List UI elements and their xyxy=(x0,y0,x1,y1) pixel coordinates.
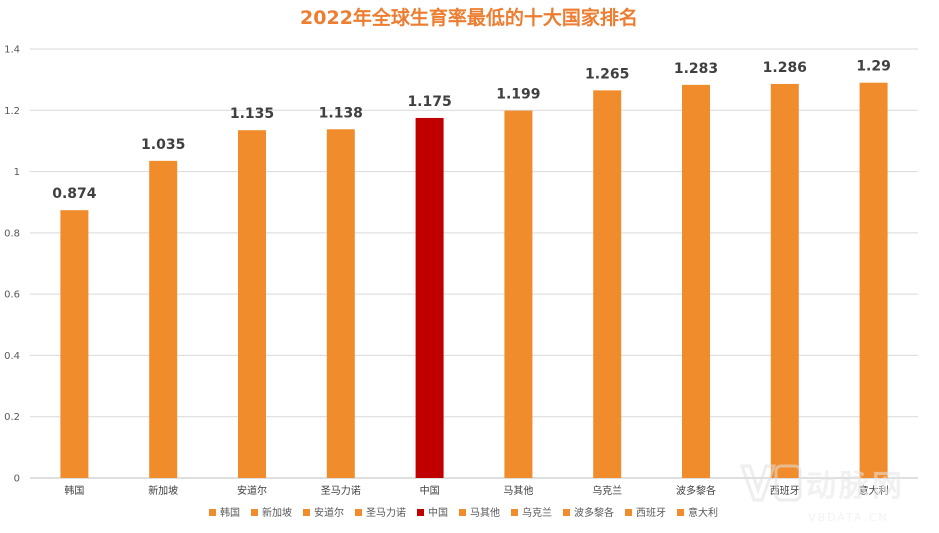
data-label: 1.199 xyxy=(496,87,540,103)
y-tick-label: 0.2 xyxy=(4,412,20,423)
bar xyxy=(682,84,710,478)
legend-entry: 新加坡 xyxy=(262,506,292,519)
x-tick-label: 安道尔 xyxy=(237,484,267,497)
bar xyxy=(326,129,355,478)
bar xyxy=(770,83,799,478)
data-label: 1.135 xyxy=(230,106,274,122)
legend-swatch xyxy=(303,509,310,516)
y-tick-label: 0.4 xyxy=(4,351,20,362)
x-axis: 韩国 新加坡 安道尔 圣马力诺 中国 马其他 乌克兰 波多黎各 西班牙 意大利 xyxy=(64,484,888,497)
legend-entry: 圣马力诺 xyxy=(366,506,406,519)
data-labels: 0.874 1.035 1.135 1.138 1.175 1.199 1.265 1.283… xyxy=(52,59,891,202)
bar xyxy=(415,117,444,479)
legend-entry: 意大利 xyxy=(688,506,718,519)
legend-entry: 波多黎各 xyxy=(574,506,614,519)
data-label: 1.035 xyxy=(141,137,185,153)
data-label: 1.138 xyxy=(319,105,363,121)
x-tick-label: 西班牙 xyxy=(770,485,800,497)
x-tick-label: 新加坡 xyxy=(148,484,178,497)
legend-entry: 西班牙 xyxy=(636,507,666,519)
x-tick-label: 中国 xyxy=(420,484,440,497)
bar xyxy=(149,160,178,478)
bar xyxy=(238,130,266,479)
x-tick-label: 圣马力诺 xyxy=(321,484,361,497)
x-tick-label: 乌克兰 xyxy=(592,484,622,497)
legend-swatch xyxy=(459,509,466,516)
bar xyxy=(593,90,622,478)
data-label: 1.29 xyxy=(856,59,891,75)
watermark-logo: 动脉网 VBDATA.CN xyxy=(739,464,905,524)
y-tick-label: 1.2 xyxy=(4,106,20,117)
legend-swatch xyxy=(563,509,570,516)
legend-swatch xyxy=(625,509,632,516)
watermark-url: VBDATA.CN xyxy=(808,511,889,524)
legend: 韩国 新加坡 安道尔 圣马力诺 中国 马其他 乌克兰 波多黎各 西班牙 意大利 xyxy=(209,506,718,519)
bar xyxy=(859,82,888,478)
bar xyxy=(504,110,533,479)
legend-entry: 韩国 xyxy=(220,506,240,519)
legend-entry: 中国 xyxy=(428,506,448,519)
watermark-logo-text: 动脉网 xyxy=(806,469,905,504)
data-label: 1.175 xyxy=(407,94,451,110)
vb-logo-icon xyxy=(774,464,802,502)
data-label: 1.286 xyxy=(763,60,807,76)
y-tick-label: 0.8 xyxy=(4,228,20,239)
legend-entry: 马其他 xyxy=(470,506,500,519)
data-label: 0.874 xyxy=(52,186,97,202)
legend-swatch xyxy=(511,509,518,516)
x-tick-label: 韩国 xyxy=(64,484,84,497)
y-tick-label: 1 xyxy=(14,167,20,178)
y-axis: 0 0.2 0.4 0.6 0.8 1 1.2 1.4 xyxy=(4,45,20,485)
data-label: 1.283 xyxy=(674,61,718,77)
legend-swatch xyxy=(251,509,258,516)
legend-swatch xyxy=(677,509,684,516)
vb-logo-icon xyxy=(739,464,777,502)
legend-swatch xyxy=(355,509,362,516)
y-tick-label: 0.6 xyxy=(4,290,20,301)
y-tick-label: 1.4 xyxy=(4,45,20,56)
data-label: 1.265 xyxy=(585,66,629,82)
y-tick-label: 0 xyxy=(14,474,20,485)
x-tick-label: 波多黎各 xyxy=(676,484,716,497)
x-tick-label: 马其他 xyxy=(503,484,533,497)
watermark: 动脉网 VBDATA.CN xyxy=(739,464,905,524)
x-tick-label: 意大利 xyxy=(859,484,889,497)
grid-lines xyxy=(30,48,918,479)
legend-swatch xyxy=(209,509,216,516)
legend-entry: 安道尔 xyxy=(314,506,344,519)
bars xyxy=(60,82,888,479)
legend-swatch xyxy=(417,509,424,516)
legend-entry: 乌克兰 xyxy=(522,506,552,519)
bar xyxy=(60,210,89,478)
chart-title: 2022年全球生育率最低的十大国家排名 xyxy=(300,6,638,29)
